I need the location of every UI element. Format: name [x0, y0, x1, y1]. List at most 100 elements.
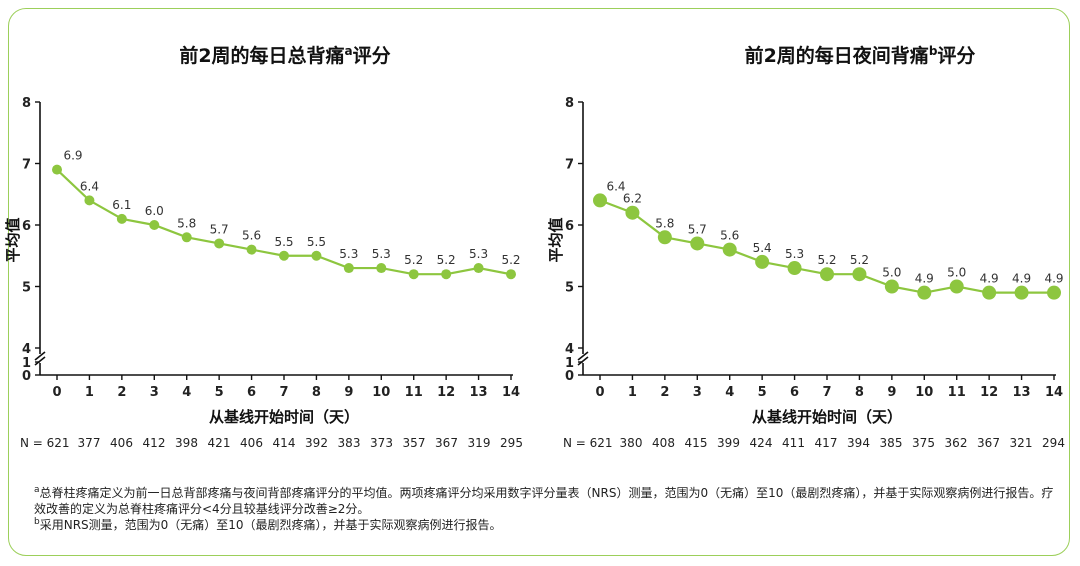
- data-point: [690, 236, 705, 251]
- n-value: 294: [1042, 436, 1065, 450]
- y-tick-label: 8: [565, 96, 574, 111]
- data-point: [982, 285, 997, 300]
- data-label: 4.9: [980, 272, 999, 286]
- n-value: 385: [880, 436, 903, 450]
- data-point: [1047, 285, 1061, 300]
- figure-frame: [8, 8, 1070, 556]
- n-value: 295: [500, 436, 523, 450]
- n-value: 377: [78, 436, 101, 450]
- data-point: [181, 232, 192, 243]
- chart-title-main: 前2周的每日夜间背痛: [745, 44, 929, 67]
- data-label: 6.4: [606, 179, 625, 193]
- x-tick-label: 12: [980, 385, 998, 400]
- n-value: 421: [208, 436, 231, 450]
- x-tick-label: 14: [502, 385, 520, 400]
- x-tick-label: 4: [725, 385, 734, 400]
- data-point: [246, 244, 257, 255]
- x-tick-label: 7: [279, 385, 288, 400]
- data-point: [214, 238, 225, 249]
- y-tick-label: 7: [565, 158, 574, 173]
- n-value: 398: [175, 436, 198, 450]
- data-label: 5.3: [339, 247, 358, 261]
- chart-title-suffix: 评分: [353, 45, 391, 67]
- x-axis-title: 从基线开始时间（天）: [209, 408, 359, 426]
- n-value: 394: [847, 436, 870, 450]
- x-tick-label: 0: [52, 385, 61, 400]
- x-tick-label: 2: [660, 385, 669, 400]
- y-axis-break-mark: [577, 351, 589, 361]
- x-tick-label: 1: [85, 385, 94, 400]
- footnote-b: b采用NRS测量，范围为0（无痛）至10（最剧烈疼痛），并基于实际观察病例进行报…: [34, 517, 1054, 533]
- data-point: [657, 230, 672, 245]
- data-label: 5.5: [274, 235, 293, 249]
- n-value: 424: [750, 436, 773, 450]
- data-point: [820, 267, 834, 282]
- chart-title-main: 前2周的每日总背痛: [179, 44, 344, 67]
- x-tick-label: 5: [215, 385, 224, 400]
- y-tick-label: 7: [22, 158, 31, 173]
- x-tick-label: 8: [855, 385, 864, 400]
- data-label: 5.3: [785, 247, 804, 261]
- x-tick-label: 13: [470, 385, 488, 400]
- chart-title: 前2周的每日夜间背痛b评分: [745, 44, 976, 67]
- footnote-a-text: 总脊柱疼痛定义为前一日总背部疼痛与夜间背部疼痛评分的平均值。两项疼痛评分均采用数…: [34, 486, 1054, 516]
- data-point: [149, 220, 160, 230]
- n-value: 319: [468, 436, 491, 450]
- data-point: [1014, 285, 1029, 300]
- data-label: 5.0: [947, 266, 966, 280]
- data-label: 5.0: [882, 266, 901, 280]
- data-label: 4.9: [1044, 272, 1063, 286]
- y-axis-break-mark: [34, 351, 46, 361]
- data-point: [787, 261, 802, 276]
- y-tick-label: 6: [565, 219, 574, 234]
- data-label: 5.4: [753, 241, 772, 255]
- n-value: 412: [143, 436, 166, 450]
- footnotes: a总脊柱疼痛定义为前一日总背部疼痛与夜间背部疼痛评分的平均值。两项疼痛评分均采用…: [34, 485, 1054, 533]
- x-tick-label: 10: [372, 385, 390, 400]
- n-value: 408: [652, 436, 675, 450]
- n-value: 367: [977, 436, 1000, 450]
- data-label: 5.5: [307, 235, 326, 249]
- y-tick-label: 0: [565, 369, 574, 384]
- x-tick-label: 2: [117, 385, 126, 400]
- data-label: 6.0: [145, 204, 164, 218]
- x-tick-label: 9: [887, 385, 896, 400]
- n-value: 417: [815, 436, 838, 450]
- y-tick-label: 5: [565, 281, 574, 296]
- x-tick-label: 10: [915, 385, 933, 400]
- data-point: [593, 193, 607, 208]
- chart-title-sup: a: [345, 44, 353, 58]
- data-label: 5.6: [720, 229, 739, 243]
- data-label: 6.4: [80, 179, 99, 193]
- n-value: 362: [945, 436, 968, 450]
- data-point: [343, 263, 354, 274]
- data-label: 5.6: [242, 229, 261, 243]
- x-tick-label: 11: [405, 385, 423, 400]
- data-point: [506, 269, 516, 280]
- y-tick-label: 5: [22, 281, 31, 296]
- n-value: 357: [403, 436, 426, 450]
- x-tick-label: 8: [312, 385, 321, 400]
- y-tick-label: 1: [565, 356, 574, 371]
- footnote-b-marker: b: [34, 517, 40, 527]
- y-axis-title: 平均值: [4, 217, 22, 262]
- chart-title-suffix: 评分: [937, 45, 975, 67]
- data-point: [279, 250, 289, 261]
- data-point: [755, 254, 770, 269]
- n-value: 375: [912, 436, 935, 450]
- data-label: 6.9: [63, 149, 82, 163]
- x-tick-label: 6: [247, 385, 256, 400]
- y-tick-label: 4: [565, 342, 574, 357]
- chart-title: 前2周的每日总背痛a评分: [179, 44, 390, 67]
- data-point: [441, 269, 452, 280]
- data-label: 5.7: [688, 222, 707, 236]
- y-tick-label: 8: [22, 96, 31, 111]
- x-tick-label: 12: [437, 385, 455, 400]
- data-point: [408, 269, 419, 280]
- x-tick-label: 6: [790, 385, 799, 400]
- n-prefix: N = 621: [20, 436, 70, 450]
- x-tick-label: 1: [628, 385, 637, 400]
